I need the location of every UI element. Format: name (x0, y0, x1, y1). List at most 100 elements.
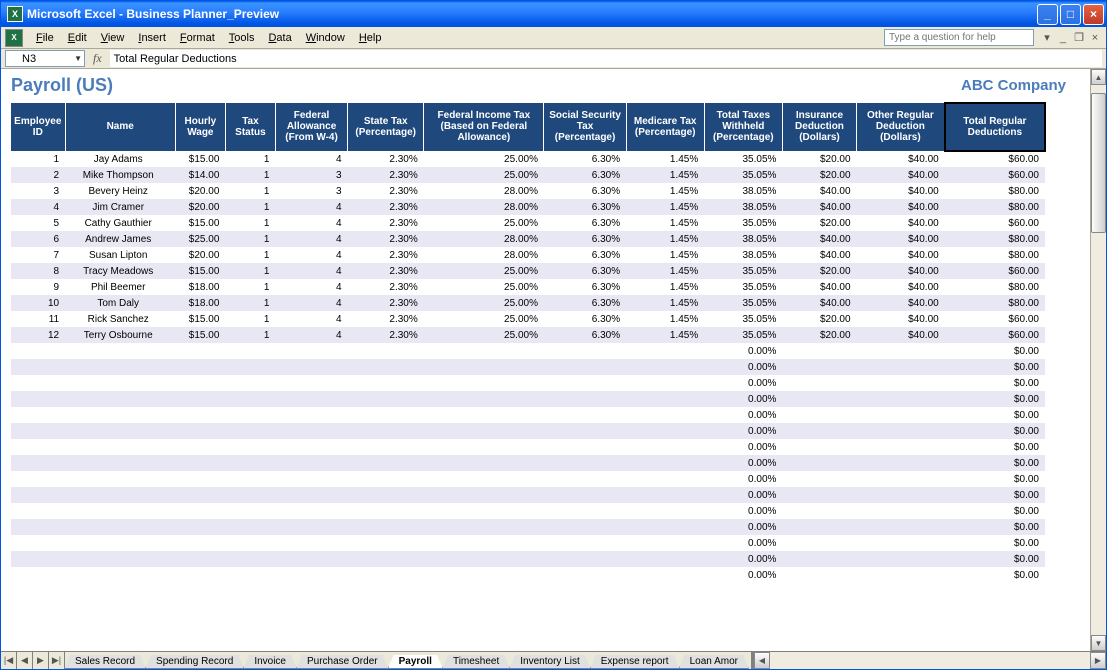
minimize-button[interactable]: _ (1037, 4, 1058, 25)
cell[interactable] (225, 423, 275, 439)
name-box[interactable]: N3 (5, 50, 85, 67)
cell[interactable] (225, 439, 275, 455)
cell[interactable] (857, 519, 945, 535)
cell[interactable] (225, 535, 275, 551)
cell[interactable] (626, 519, 704, 535)
cell[interactable] (348, 487, 424, 503)
cell[interactable] (544, 407, 626, 423)
menu-format[interactable]: Format (173, 30, 222, 46)
cell[interactable]: $80.00 (945, 183, 1045, 199)
cell[interactable] (65, 567, 175, 583)
cell[interactable] (65, 551, 175, 567)
scroll-down-button[interactable]: ▼ (1091, 635, 1106, 651)
cell[interactable] (175, 519, 225, 535)
cell[interactable]: 0.00% (704, 439, 782, 455)
cell[interactable]: 25.00% (424, 295, 544, 311)
cell[interactable] (275, 503, 347, 519)
cell[interactable] (544, 503, 626, 519)
cell[interactable]: 25.00% (424, 215, 544, 231)
cell[interactable]: $0.00 (945, 343, 1045, 359)
cell[interactable] (424, 503, 544, 519)
cell[interactable] (857, 551, 945, 567)
cell[interactable] (225, 359, 275, 375)
cell[interactable]: 4 (275, 279, 347, 295)
cell[interactable]: 8 (11, 263, 65, 279)
cell[interactable]: $40.00 (857, 167, 945, 183)
cell[interactable] (626, 471, 704, 487)
cell[interactable]: 11 (11, 311, 65, 327)
cell[interactable] (782, 503, 856, 519)
cell[interactable] (782, 359, 856, 375)
cell[interactable]: $15.00 (175, 327, 225, 343)
cell[interactable]: 4 (275, 231, 347, 247)
cell[interactable] (626, 487, 704, 503)
cell[interactable] (275, 567, 347, 583)
cell[interactable] (275, 343, 347, 359)
column-header[interactable]: Total Taxes Withheld (Percentage) (704, 103, 782, 151)
cell[interactable] (225, 471, 275, 487)
cell[interactable]: 1.45% (626, 279, 704, 295)
cell[interactable] (857, 535, 945, 551)
mdi-restore-button[interactable]: ❐ (1072, 31, 1086, 45)
table-row[interactable]: 7Susan Lipton$20.00142.30%28.00%6.30%1.4… (11, 247, 1045, 263)
tab-nav-last[interactable]: ▶| (49, 652, 65, 669)
table-row[interactable]: 0.00%$0.00 (11, 391, 1045, 407)
cell[interactable]: $0.00 (945, 439, 1045, 455)
cell[interactable]: 2.30% (348, 327, 424, 343)
scrollbar-thumb[interactable] (1091, 93, 1106, 233)
cell[interactable]: 6.30% (544, 279, 626, 295)
cell[interactable] (225, 391, 275, 407)
cell[interactable]: $20.00 (782, 167, 856, 183)
table-row[interactable]: 0.00%$0.00 (11, 567, 1045, 583)
cell[interactable]: 28.00% (424, 199, 544, 215)
cell[interactable] (424, 423, 544, 439)
cell[interactable] (424, 471, 544, 487)
cell[interactable]: 1 (225, 167, 275, 183)
cell[interactable]: 6.30% (544, 183, 626, 199)
hscroll-track[interactable] (770, 652, 1090, 669)
cell[interactable]: $0.00 (945, 375, 1045, 391)
mdi-dropdown-icon[interactable]: ▾ (1040, 31, 1054, 45)
cell[interactable] (857, 567, 945, 583)
formula-input[interactable]: Total Regular Deductions (110, 50, 1102, 67)
cell[interactable] (65, 455, 175, 471)
sheet-tab-timesheet[interactable]: Timesheet (442, 655, 510, 669)
cell[interactable]: Phil Beemer (65, 279, 175, 295)
cell[interactable] (857, 375, 945, 391)
cell[interactable] (11, 375, 65, 391)
maximize-button[interactable]: □ (1060, 4, 1081, 25)
cell[interactable]: Tracy Meadows (65, 263, 175, 279)
cell[interactable] (11, 471, 65, 487)
menu-data[interactable]: Data (261, 30, 298, 46)
cell[interactable]: $20.00 (175, 199, 225, 215)
cell[interactable] (626, 503, 704, 519)
cell[interactable]: 0.00% (704, 455, 782, 471)
table-row[interactable]: 0.00%$0.00 (11, 471, 1045, 487)
table-row[interactable]: 0.00% $0.00 (11, 439, 1045, 455)
cell[interactable]: 1 (225, 327, 275, 343)
cell[interactable] (626, 359, 704, 375)
sheet-tab-sales-record[interactable]: Sales Record (65, 655, 146, 669)
cell[interactable]: 6.30% (544, 199, 626, 215)
cell[interactable]: 0.00% (704, 535, 782, 551)
cell[interactable]: Terry Osbourne (65, 327, 175, 343)
cell[interactable] (544, 487, 626, 503)
cell[interactable] (424, 519, 544, 535)
cell[interactable] (782, 487, 856, 503)
cell[interactable] (65, 407, 175, 423)
cell[interactable] (11, 535, 65, 551)
cell[interactable]: 1 (225, 247, 275, 263)
cell[interactable]: 6.30% (544, 295, 626, 311)
cell[interactable]: $0.00 (945, 567, 1045, 583)
cell[interactable]: $20.00 (782, 263, 856, 279)
cell[interactable] (782, 567, 856, 583)
cell[interactable]: 25.00% (424, 279, 544, 295)
cell[interactable]: $40.00 (857, 263, 945, 279)
cell[interactable]: $0.00 (945, 359, 1045, 375)
cell[interactable] (424, 567, 544, 583)
cell[interactable] (11, 567, 65, 583)
cell[interactable] (275, 439, 347, 455)
cell[interactable] (275, 471, 347, 487)
cell[interactable]: $40.00 (782, 247, 856, 263)
cell[interactable] (175, 359, 225, 375)
